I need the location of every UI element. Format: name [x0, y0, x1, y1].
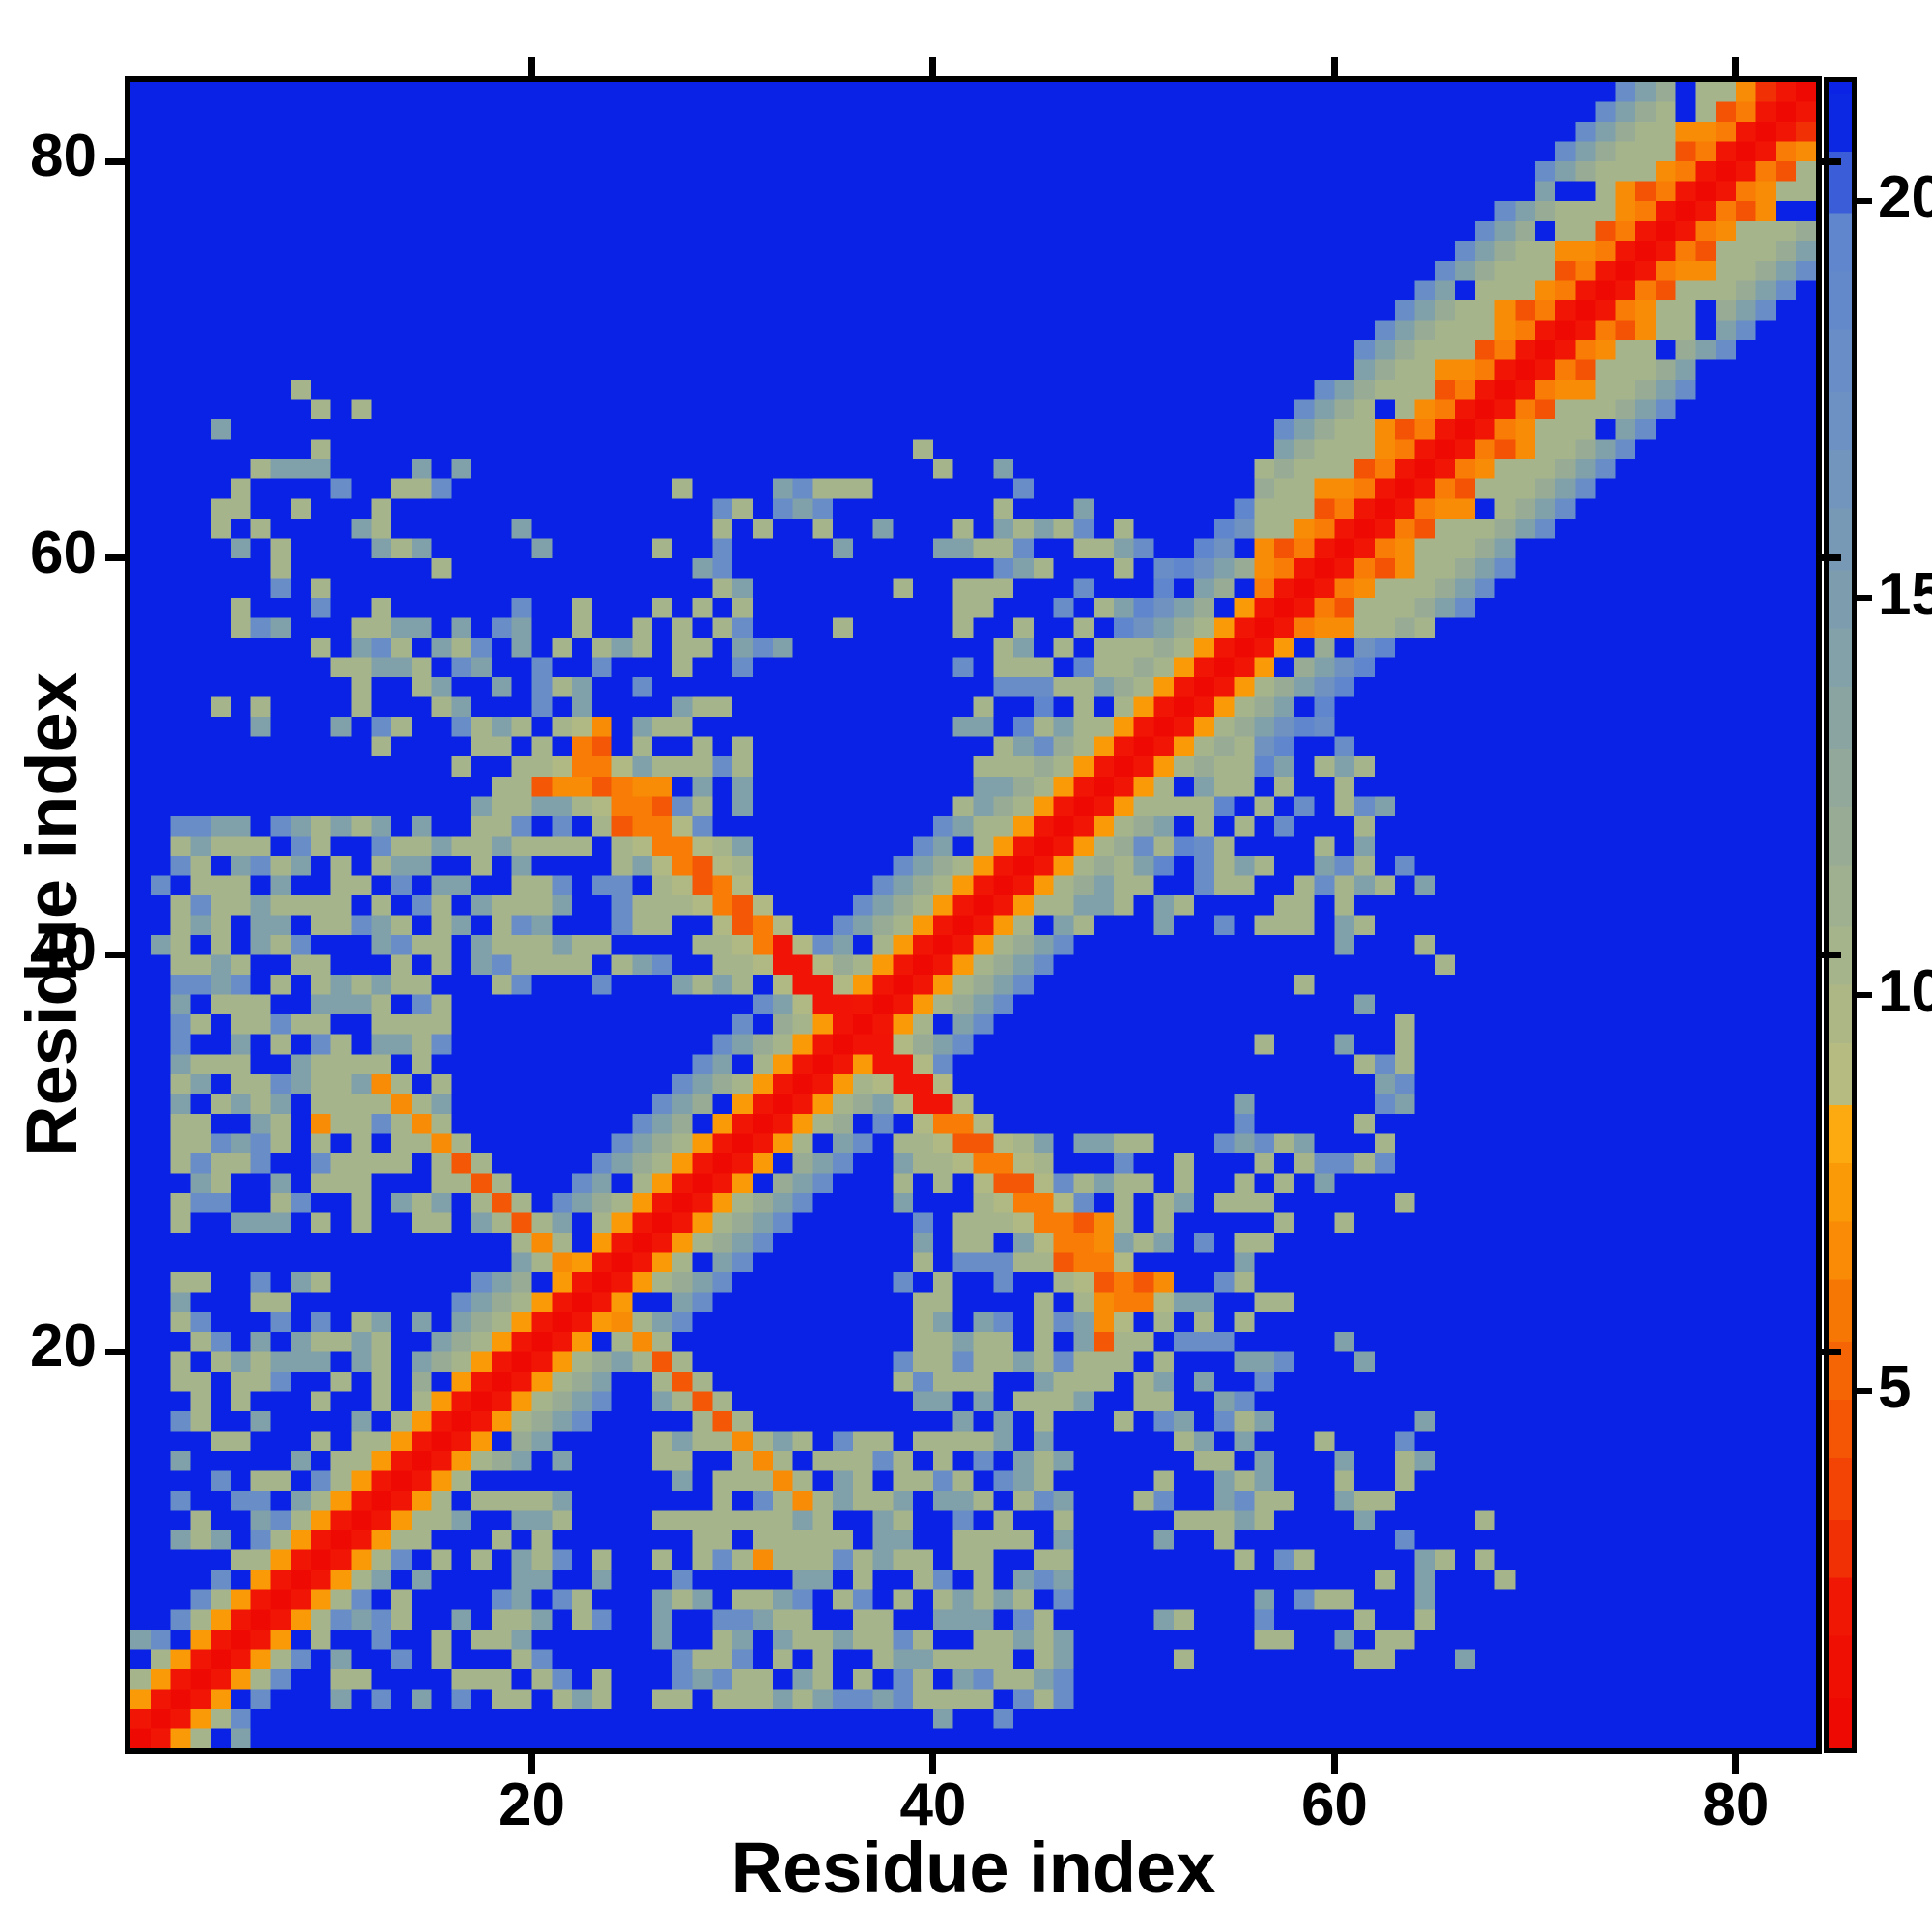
y-tick-right	[1822, 157, 1841, 165]
x-tick-label: 80	[1702, 1772, 1770, 1838]
y-tick-label: 20	[30, 1313, 97, 1380]
y-tick-label: 40	[30, 916, 97, 983]
y-tick-label: 80	[30, 123, 97, 190]
x-tick-bottom	[929, 1754, 937, 1774]
colorbar-tick	[1857, 198, 1872, 205]
colorbar-tick-label: 10	[1878, 957, 1932, 1025]
colorbar-tick-label: 15	[1878, 560, 1932, 628]
y-tick-left	[105, 157, 125, 165]
y-tick-right	[1822, 1348, 1841, 1355]
colorbar-tick	[1857, 991, 1872, 998]
y-tick-left	[105, 952, 125, 959]
heatmap-plot-area	[125, 76, 1822, 1754]
colorbar	[1824, 77, 1857, 1753]
x-tick-label: 20	[497, 1772, 565, 1838]
heatmap-canvas	[130, 82, 1816, 1748]
y-tick-right	[1822, 554, 1841, 562]
x-tick-top	[1732, 57, 1740, 76]
colorbar-tick	[1857, 1388, 1872, 1395]
x-tick-bottom	[1732, 1754, 1740, 1774]
x-tick-top	[1330, 57, 1338, 76]
colorbar-tick-label: 5	[1878, 1354, 1912, 1422]
x-tick-top	[929, 57, 937, 76]
x-tick-bottom	[527, 1754, 535, 1774]
x-tick-label: 60	[1300, 1772, 1368, 1838]
y-tick-left	[105, 554, 125, 562]
colorbar-tick-label: 20	[1878, 164, 1932, 232]
x-tick-label: 40	[899, 1772, 967, 1838]
x-axis-label: Residue index	[730, 1828, 1216, 1908]
y-tick-label: 60	[30, 519, 97, 586]
x-tick-top	[527, 57, 535, 76]
colorbar-canvas	[1829, 82, 1852, 1748]
colorbar-tick	[1857, 594, 1872, 601]
y-tick-left	[105, 1348, 125, 1355]
y-tick-right	[1822, 952, 1841, 959]
x-tick-bottom	[1330, 1754, 1338, 1774]
